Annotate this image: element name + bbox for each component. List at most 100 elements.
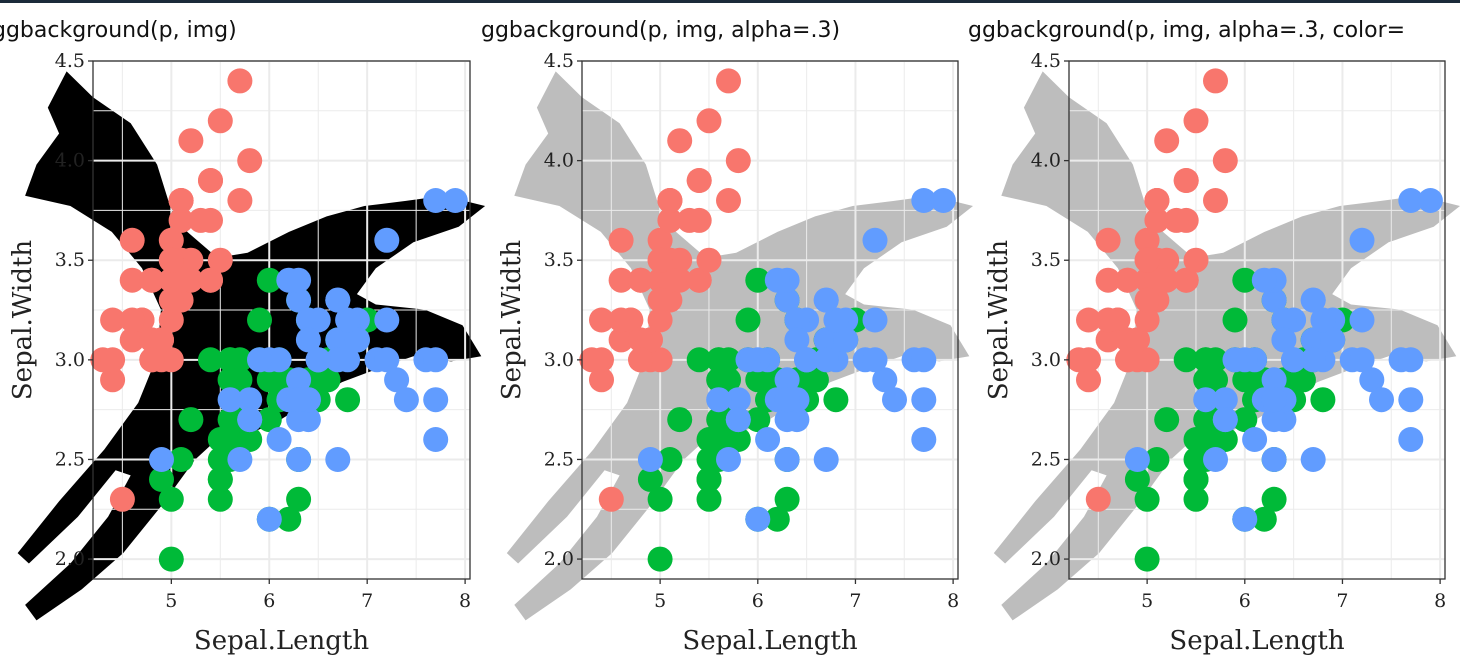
data-point — [442, 188, 468, 213]
scatter-points — [90, 68, 468, 572]
data-point — [1085, 486, 1111, 512]
data-point — [374, 307, 400, 333]
data-point — [716, 188, 741, 213]
data-point — [374, 347, 400, 373]
y-axis-title: Sepal.Width — [8, 240, 38, 401]
data-point — [1144, 188, 1170, 213]
data-point — [647, 486, 673, 512]
data-point — [1232, 367, 1258, 393]
data-point — [862, 227, 888, 253]
data-point — [1134, 347, 1160, 373]
data-point — [1134, 247, 1160, 273]
data-point — [158, 287, 184, 313]
data-point — [647, 227, 673, 253]
data-point — [178, 128, 204, 154]
data-point — [1134, 287, 1160, 313]
data-point — [589, 347, 614, 373]
y-tick-label: 4.0 — [544, 150, 574, 172]
data-point — [1124, 466, 1150, 492]
data-point — [1222, 307, 1248, 333]
data-point — [911, 387, 937, 413]
data-point — [725, 427, 751, 452]
data-point — [237, 407, 263, 433]
data-point — [1212, 387, 1238, 413]
data-point — [686, 168, 712, 193]
data-point — [315, 367, 341, 393]
panel-border — [581, 60, 959, 580]
data-point — [1134, 227, 1160, 253]
y-tick-label: 4.0 — [55, 150, 85, 172]
data-point — [1203, 367, 1228, 393]
data-point — [813, 287, 839, 313]
data-point — [1203, 447, 1228, 472]
x-tick-label: 5 — [165, 590, 177, 612]
y-tick-label: 2.5 — [1031, 448, 1061, 470]
data-point — [286, 447, 312, 472]
data-point — [696, 108, 722, 134]
data-point — [1310, 387, 1336, 413]
chart-title: ggbackground(p, img, alpha=.3, color= — [968, 18, 1405, 43]
data-point — [647, 287, 673, 313]
data-point — [188, 207, 214, 233]
y-tick-label: 4.5 — [544, 50, 574, 72]
data-point — [1173, 267, 1199, 293]
data-point — [256, 267, 282, 293]
data-point — [686, 267, 712, 293]
x-tick-label: 6 — [752, 590, 764, 612]
data-point — [1251, 506, 1277, 532]
chart-title: ggbackground(p, img, alpha=.3) — [481, 18, 840, 43]
data-point — [286, 287, 312, 313]
data-point — [647, 307, 673, 333]
data-point — [276, 506, 302, 532]
data-point — [1398, 387, 1424, 413]
y-tick-label: 4.0 — [1031, 150, 1061, 172]
y-axis-title: Sepal.Width — [984, 240, 1014, 401]
data-point — [1349, 347, 1375, 373]
data-point — [423, 427, 449, 452]
data-point — [325, 287, 351, 313]
data-point — [119, 327, 145, 353]
x-tick-label: 8 — [947, 590, 959, 612]
scatter-points — [1066, 68, 1443, 572]
data-point — [735, 307, 761, 333]
x-tick-label: 5 — [654, 590, 666, 612]
data-point — [1183, 247, 1209, 273]
data-point — [696, 247, 722, 273]
data-point — [1251, 267, 1277, 293]
x-tick-label: 6 — [263, 590, 275, 612]
data-point — [637, 327, 663, 353]
bird-silhouette-image — [17, 71, 486, 621]
data-point — [1173, 347, 1199, 373]
data-point — [207, 466, 233, 492]
data-point — [1261, 367, 1287, 393]
data-point — [1076, 367, 1101, 393]
data-point — [1212, 427, 1238, 452]
y-tick-label: 3.0 — [544, 349, 574, 371]
data-point — [745, 267, 771, 293]
data-point — [256, 506, 282, 532]
data-point — [1261, 287, 1287, 313]
data-point — [100, 307, 126, 333]
data-point — [266, 427, 292, 452]
y-tick-label: 3.5 — [55, 249, 85, 271]
data-point — [1222, 347, 1248, 373]
data-point — [803, 367, 829, 393]
data-point — [676, 207, 702, 233]
data-point — [305, 347, 331, 373]
data-point — [423, 387, 449, 413]
data-point — [178, 247, 204, 273]
data-point — [647, 546, 673, 572]
data-point — [608, 267, 634, 293]
data-point — [637, 466, 663, 492]
data-point — [295, 307, 321, 333]
data-point — [217, 407, 243, 433]
y-tick-label: 3.0 — [55, 349, 85, 371]
data-point — [716, 367, 741, 393]
data-point — [608, 327, 634, 353]
data-point — [667, 128, 693, 154]
x-axis-title: Sepal.Length — [682, 626, 857, 656]
data-point — [119, 227, 145, 253]
data-point — [325, 347, 351, 373]
data-point — [1232, 407, 1258, 433]
data-point — [158, 347, 184, 373]
